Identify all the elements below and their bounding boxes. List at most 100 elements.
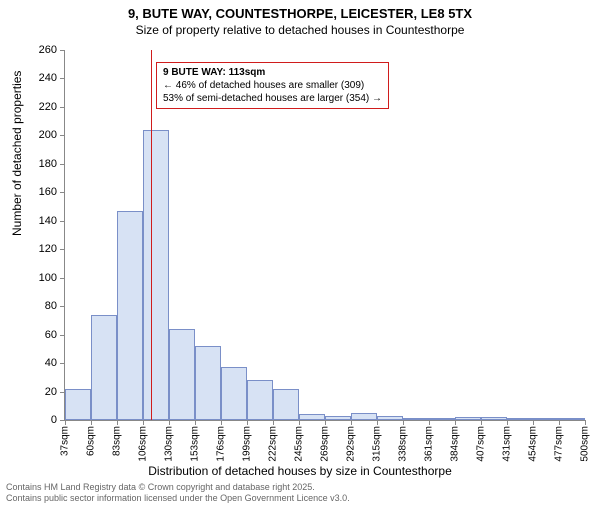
histogram-bar (559, 418, 585, 420)
xtick-line (533, 420, 534, 425)
attribution-line2: Contains public sector information licen… (6, 493, 350, 503)
xtick-label: 454sqm (528, 426, 539, 462)
histogram-bar (273, 389, 299, 420)
xtick-line (247, 420, 248, 425)
annotation-title: 9 BUTE WAY: 113sqm (163, 66, 382, 79)
ytick-label: 220 (39, 101, 57, 113)
xtick-label: 130sqm (164, 426, 175, 462)
ytick-label: 20 (45, 386, 57, 398)
ytick-label: 180 (39, 158, 57, 170)
annotation-line-smaller: ← 46% of detached houses are smaller (30… (163, 79, 382, 92)
ytick-label: 60 (45, 329, 57, 341)
histogram-bar (195, 346, 221, 420)
histogram-bar (169, 329, 195, 420)
ytick-line (60, 135, 65, 136)
ytick-line (60, 335, 65, 336)
ytick-label: 140 (39, 215, 57, 227)
annotation-line-larger: 53% of semi-detached houses are larger (… (163, 92, 382, 105)
xtick-label: 83sqm (112, 426, 123, 456)
xtick-label: 361sqm (424, 426, 435, 462)
histogram-bar (143, 130, 169, 420)
histogram-bar (507, 418, 533, 420)
xtick-label: 292sqm (346, 426, 357, 462)
histogram-bar (377, 416, 403, 420)
ytick-label: 100 (39, 272, 57, 284)
ytick-label: 40 (45, 357, 57, 369)
xtick-line (91, 420, 92, 425)
histogram-bar (481, 417, 507, 420)
ytick-label: 260 (39, 44, 57, 56)
xtick-label: 199sqm (242, 426, 253, 462)
xtick-line (377, 420, 378, 425)
xtick-label: 431sqm (502, 426, 513, 462)
ytick-label: 120 (39, 243, 57, 255)
ytick-line (60, 278, 65, 279)
x-axis-label: Distribution of detached houses by size … (0, 464, 600, 478)
ytick-line (60, 192, 65, 193)
xtick-label: 500sqm (580, 426, 591, 462)
xtick-line (65, 420, 66, 425)
histogram-bar (351, 413, 377, 420)
plot-area: 02040608010012014016018020022024026037sq… (64, 50, 585, 421)
ytick-label: 200 (39, 129, 57, 141)
ytick-line (60, 164, 65, 165)
histogram-bar (533, 418, 559, 420)
attribution-line1: Contains HM Land Registry data © Crown c… (6, 482, 315, 492)
ytick-line (60, 306, 65, 307)
xtick-label: 106sqm (138, 426, 149, 462)
xtick-line (221, 420, 222, 425)
ytick-label: 160 (39, 186, 57, 198)
ytick-line (60, 221, 65, 222)
xtick-line (117, 420, 118, 425)
xtick-line (273, 420, 274, 425)
xtick-label: 245sqm (294, 426, 305, 462)
xtick-label: 176sqm (216, 426, 227, 462)
ytick-line (60, 363, 65, 364)
ytick-line (60, 249, 65, 250)
xtick-line (143, 420, 144, 425)
attribution-text: Contains HM Land Registry data © Crown c… (6, 482, 350, 504)
xtick-label: 222sqm (268, 426, 279, 462)
xtick-line (585, 420, 586, 425)
xtick-line (325, 420, 326, 425)
xtick-line (351, 420, 352, 425)
xtick-line (559, 420, 560, 425)
histogram-bar (221, 367, 247, 420)
xtick-label: 315sqm (372, 426, 383, 462)
histogram-bar (325, 416, 351, 420)
xtick-line (455, 420, 456, 425)
ytick-label: 0 (51, 414, 57, 426)
xtick-line (429, 420, 430, 425)
ytick-line (60, 78, 65, 79)
histogram-bar (117, 211, 143, 420)
histogram-bar (91, 315, 117, 420)
y-axis-label: Number of detached properties (10, 71, 24, 236)
chart-subtitle: Size of property relative to detached ho… (0, 23, 600, 37)
ytick-label: 240 (39, 72, 57, 84)
xtick-label: 338sqm (398, 426, 409, 462)
annotation-box: 9 BUTE WAY: 113sqm← 46% of detached hous… (156, 62, 389, 109)
xtick-line (169, 420, 170, 425)
histogram-bar (455, 417, 481, 420)
xtick-line (403, 420, 404, 425)
histogram-bar (403, 418, 429, 420)
ytick-line (60, 107, 65, 108)
ytick-label: 80 (45, 300, 57, 312)
histogram-bar (247, 380, 273, 420)
xtick-label: 37sqm (60, 426, 71, 456)
xtick-label: 153sqm (190, 426, 201, 462)
xtick-line (299, 420, 300, 425)
xtick-line (507, 420, 508, 425)
xtick-label: 384sqm (450, 426, 461, 462)
xtick-label: 407sqm (476, 426, 487, 462)
histogram-bar (299, 414, 325, 420)
property-marker-line (151, 50, 152, 420)
xtick-label: 269sqm (320, 426, 331, 462)
chart-title: 9, BUTE WAY, COUNTESTHORPE, LEICESTER, L… (0, 6, 600, 21)
xtick-line (195, 420, 196, 425)
ytick-line (60, 50, 65, 51)
xtick-line (481, 420, 482, 425)
histogram-bar (429, 418, 455, 420)
histogram-bar (65, 389, 91, 420)
xtick-label: 60sqm (86, 426, 97, 456)
